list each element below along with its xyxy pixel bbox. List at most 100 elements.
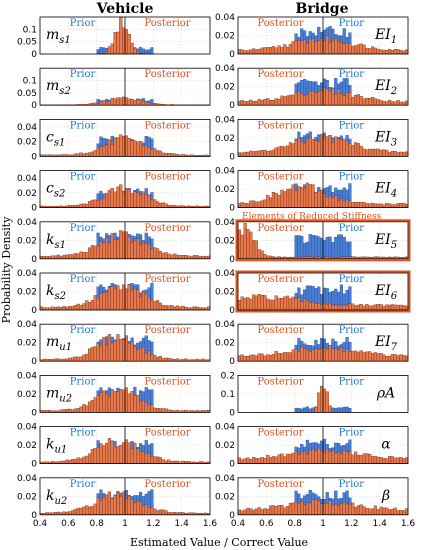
posterior-bar <box>113 341 117 362</box>
posterior-bar <box>390 204 394 208</box>
posterior-bar <box>269 47 273 55</box>
posterior-bar <box>254 457 258 464</box>
posterior-bar <box>274 47 278 55</box>
panel-frame <box>237 426 409 465</box>
posterior-bar <box>348 350 352 362</box>
y-tick-label: 0 <box>31 204 37 214</box>
posterior-bar <box>254 355 258 362</box>
posterior-bar <box>141 291 145 311</box>
posterior-bar <box>362 506 366 515</box>
posterior-bar <box>379 506 383 515</box>
posterior-bar <box>373 47 377 55</box>
posterior-bar <box>141 400 145 413</box>
y-tick-label: 0 <box>31 255 37 265</box>
posterior-bar <box>280 189 284 208</box>
parameter-subscript: s1 <box>59 35 71 46</box>
posterior-bar <box>288 188 292 208</box>
posterior-bar <box>237 203 241 208</box>
posterior-bar <box>164 203 168 208</box>
posterior-bar <box>42 255 46 259</box>
posterior-bar <box>283 44 287 55</box>
posterior-bar <box>294 40 298 55</box>
posterior-bar <box>144 353 148 362</box>
posterior-bar <box>359 201 363 208</box>
posterior-bar <box>181 305 185 311</box>
reduced-stiffness-annotation: Elements of Reduced Stiffness <box>242 212 382 222</box>
parameter-label: ms1 <box>46 27 71 46</box>
posterior-label: Posterior <box>144 325 190 336</box>
prior-bar <box>144 49 148 55</box>
y-tick-label: 0.02 <box>17 288 37 298</box>
posterior-bar <box>305 182 309 208</box>
posterior-bar <box>334 452 338 464</box>
prior-bar <box>96 49 100 55</box>
posterior-bar <box>113 32 117 55</box>
posterior-bar <box>133 502 137 515</box>
x-tick-label: 1.6 <box>401 519 416 529</box>
posterior-bar <box>105 192 109 208</box>
posterior-bar <box>246 228 250 259</box>
y-tick-label: 0.04 <box>215 218 235 228</box>
posterior-bar <box>300 93 304 106</box>
posterior-bar <box>105 494 109 515</box>
posterior-bar <box>116 97 120 106</box>
posterior-bar <box>130 192 134 208</box>
posterior-bar <box>82 506 86 515</box>
posterior-bar <box>144 242 148 259</box>
posterior-bar <box>368 148 372 157</box>
parameter-label: β <box>381 488 390 504</box>
posterior-bar <box>286 46 290 55</box>
posterior-bar <box>113 288 117 311</box>
posterior-bar <box>173 253 177 259</box>
y-tick-label: 0.02 <box>17 492 37 502</box>
posterior-bar <box>147 194 151 208</box>
panel-frame <box>39 16 211 55</box>
x-tick-label: 1 <box>122 519 128 529</box>
posterior-bar <box>320 304 324 311</box>
posterior-bar <box>85 300 89 311</box>
posterior-bar <box>303 348 307 362</box>
prior-bar <box>308 408 312 413</box>
posterior-bar <box>317 500 321 515</box>
posterior-bar <box>393 507 397 515</box>
posterior-bar <box>141 241 145 259</box>
posterior-bar <box>399 354 403 362</box>
posterior-bar <box>110 498 114 515</box>
posterior-bar <box>280 298 284 311</box>
posterior-bar <box>153 247 157 259</box>
posterior-label: Posterior <box>257 172 303 183</box>
posterior-bar <box>376 456 380 464</box>
posterior-bar <box>93 199 97 208</box>
posterior-bar <box>390 509 394 515</box>
posterior-bar <box>113 446 117 464</box>
prior-bar <box>342 406 346 413</box>
y-tick-label: 0.02 <box>17 390 37 400</box>
parameter-label: ms2 <box>46 78 71 97</box>
posterior-bar <box>269 299 273 311</box>
posterior-bar <box>402 510 406 515</box>
posterior-bar <box>331 88 335 106</box>
posterior-bar <box>105 237 109 259</box>
posterior-bar <box>305 94 309 106</box>
posterior-bar <box>311 448 315 464</box>
posterior-bar <box>249 99 253 106</box>
parameter-subscript: u1 <box>59 342 72 353</box>
prior-bar <box>305 241 309 259</box>
posterior-bar <box>342 138 346 157</box>
posterior-bar <box>280 95 284 106</box>
posterior-bar <box>269 197 273 208</box>
posterior-bar <box>348 303 352 311</box>
posterior-bar <box>308 302 312 311</box>
posterior-bar <box>322 40 326 55</box>
parameter-label: ku1 <box>46 437 67 456</box>
posterior-bar <box>79 304 83 311</box>
prior-bar <box>139 47 143 55</box>
posterior-label: Posterior <box>257 18 303 29</box>
y-tick-label: 0.02 <box>17 339 37 349</box>
panel-frame <box>237 170 409 209</box>
posterior-bar <box>314 92 318 106</box>
y-tick-label: 0 <box>31 50 37 60</box>
posterior-bar <box>130 42 134 55</box>
posterior-bar <box>133 100 137 106</box>
